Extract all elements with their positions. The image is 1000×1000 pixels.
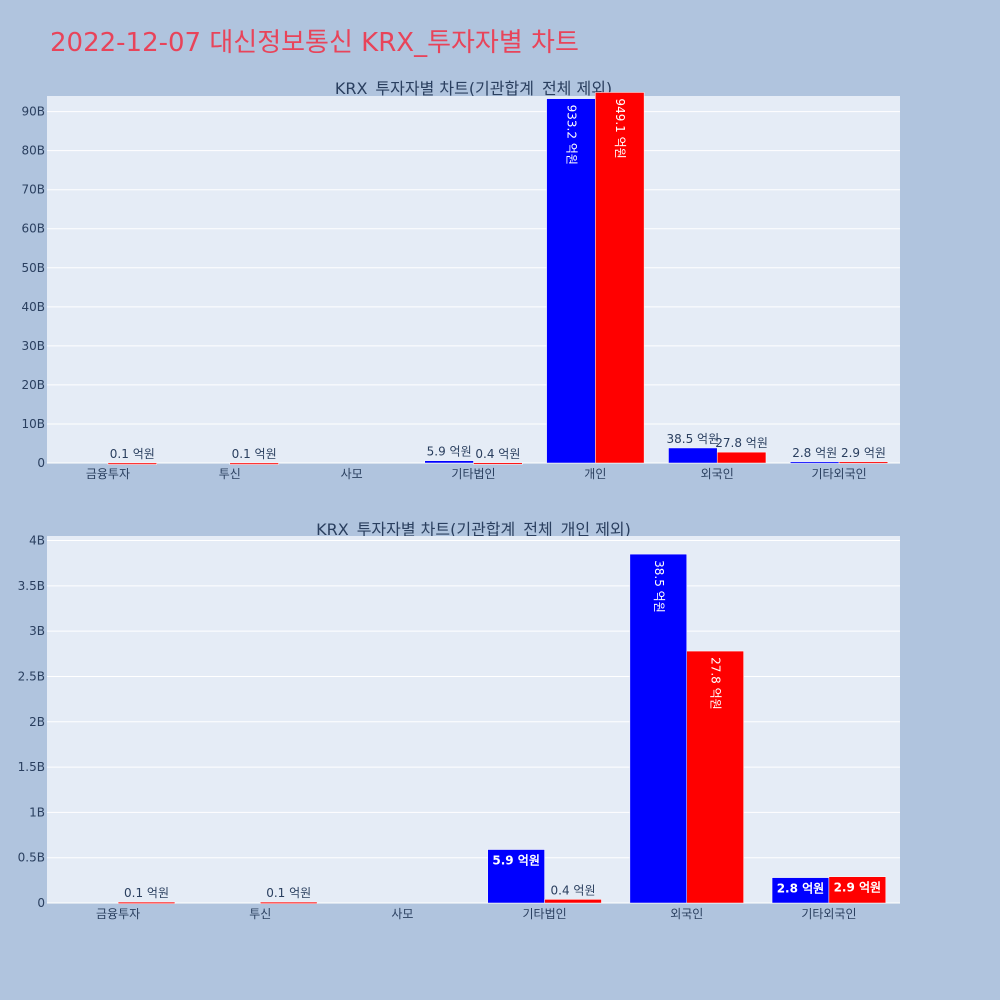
x-tick-label: 투신 — [249, 907, 271, 921]
bar — [473, 462, 523, 465]
x-tick-label: 개인 — [584, 467, 606, 481]
x-tick-label: 금융투자 — [96, 907, 140, 921]
y-tick-label: 60B — [21, 222, 45, 236]
plot-area — [47, 536, 900, 903]
y-tick-label: 1.5B — [18, 760, 45, 774]
bar — [790, 461, 840, 464]
x-tick-label: 외국인 — [701, 467, 734, 481]
chart-title: KRX_투자자별 차트(기관합계_전체 제외) — [335, 79, 612, 99]
x-tick-label: 금융투자 — [86, 467, 130, 481]
x-tick-label: 외국인 — [670, 907, 703, 921]
y-tick-label: 40B — [21, 300, 45, 314]
x-tick-label: 사모 — [341, 467, 363, 481]
bar — [260, 901, 318, 904]
bar — [668, 447, 718, 464]
bar — [544, 899, 602, 904]
data-label: 0.1 억원 — [110, 447, 155, 461]
y-tick-label: 70B — [21, 183, 45, 197]
y-tick-label: 2B — [29, 715, 45, 729]
y-tick-label: 4B — [29, 534, 45, 548]
bar — [229, 462, 279, 465]
data-label: 0.1 억원 — [124, 886, 169, 900]
x-tick-label: 사모 — [391, 907, 413, 921]
y-tick-label: 1B — [29, 805, 45, 819]
data-label: 0.4 억원 — [475, 447, 520, 461]
data-label: 0.4 억원 — [551, 883, 596, 897]
x-tick-label: 투신 — [219, 467, 241, 481]
x-tick-label: 기타법인 — [522, 907, 566, 921]
y-tick-label: 3B — [29, 624, 45, 638]
x-tick-label: 기타외국인 — [801, 907, 856, 921]
data-label: 38.5 억원 — [667, 432, 720, 446]
investor-chart-all: KRX_투자자별 차트(기관합계_전체 제외) 0 10B 20B 30B 40B 50B 6… — [21, 79, 900, 481]
data-label: 27.8 억원 — [715, 436, 768, 450]
data-label: 2.9 억원 — [841, 446, 886, 460]
data-label: 5.9 억원 — [427, 445, 472, 459]
bar — [686, 650, 744, 904]
data-label: 949.1 억원 — [613, 98, 627, 158]
bar — [629, 553, 688, 904]
data-label: 2.8 억원 — [777, 882, 825, 896]
bar — [546, 98, 596, 464]
data-label: 5.9 억원 — [492, 854, 540, 868]
y-tick-label: 80B — [21, 144, 45, 158]
bar — [838, 461, 889, 464]
bar — [716, 451, 767, 464]
y-tick-label: 90B — [21, 105, 45, 119]
y-tick-label: 10B — [21, 417, 45, 431]
y-tick-label: 2.5B — [18, 669, 45, 683]
y-tick-label: 50B — [21, 261, 45, 275]
data-label: 27.8 억원 — [709, 657, 723, 710]
y-tick-label: 0 — [37, 896, 45, 910]
y-tick-label: 0 — [37, 456, 45, 470]
plot-area — [47, 96, 900, 463]
data-label: 2.9 억원 — [834, 881, 882, 895]
x-tick-label: 기타법인 — [451, 467, 495, 481]
bar — [828, 876, 887, 904]
data-label: 933.2 억원 — [564, 105, 578, 165]
investor-chart-excl-individual: KRX_투자자별 차트(기관합계_전체_개인 제외) 0 0.5B 1B 1.5B 2B 2… — [18, 520, 900, 921]
y-tick-label: 20B — [21, 378, 45, 392]
bar — [117, 901, 176, 904]
bar — [107, 462, 157, 465]
y-tick-label: 3.5B — [18, 579, 45, 593]
x-tick-label: 기타외국인 — [811, 467, 866, 481]
page-title: 2022-12-07 대신정보통신 KRX_투자자별 차트 — [50, 28, 579, 58]
data-label: 2.8 억원 — [792, 446, 837, 460]
chart-title: KRX_투자자별 차트(기관합계_전체_개인 제외) — [316, 520, 631, 540]
data-label: 38.5 억원 — [652, 560, 666, 613]
y-tick-label: 0.5B — [18, 851, 45, 865]
data-label: 0.1 억원 — [266, 886, 311, 900]
bar — [424, 460, 474, 464]
bar — [595, 92, 645, 464]
y-tick-label: 30B — [21, 339, 45, 353]
data-label: 0.1 억원 — [232, 447, 277, 461]
bar — [487, 849, 545, 904]
